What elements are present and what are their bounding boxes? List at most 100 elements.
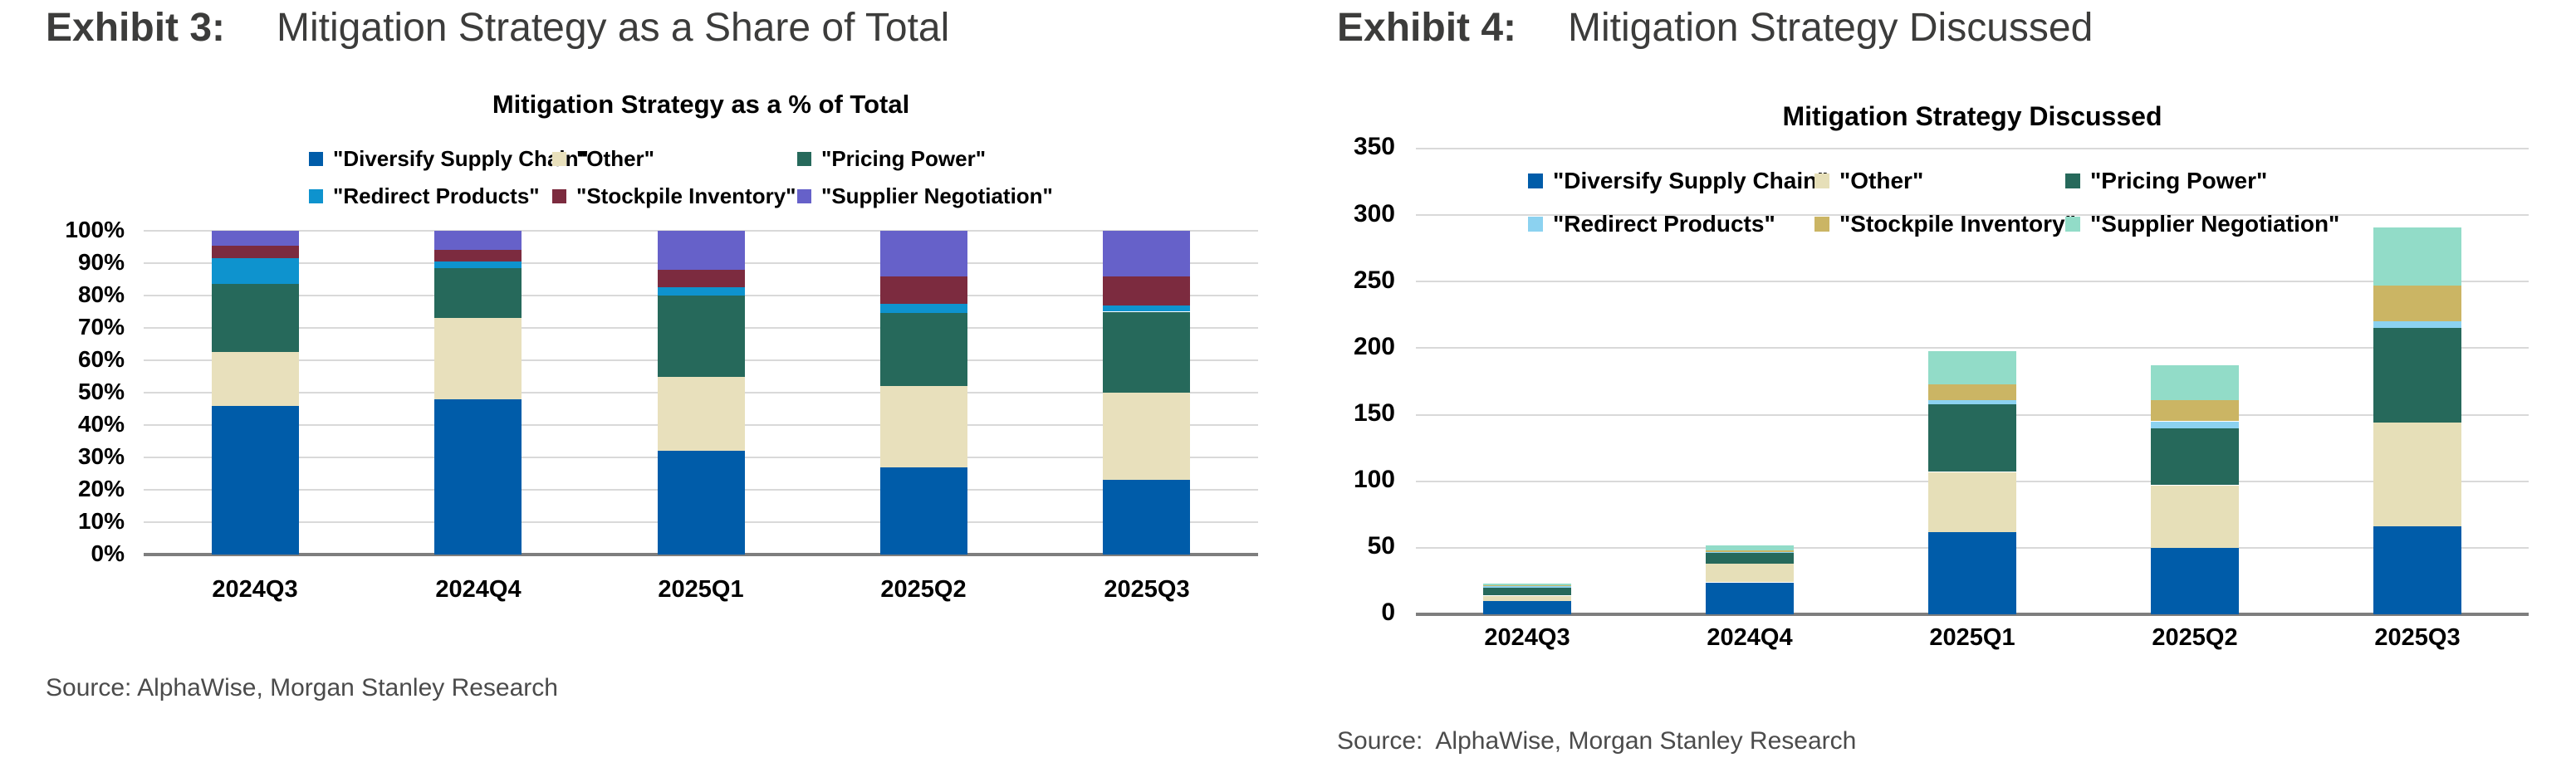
bar-segment [1103, 393, 1190, 481]
x-axis-category-label: 2025Q1 [1929, 624, 2015, 651]
legend-series-label: "Diversify Supply Chain" [1553, 168, 1829, 193]
y-axis-tick-label: 100 [1353, 466, 1395, 493]
exhibit-4-source: Source: AlphaWise, Morgan Stanley Resear… [1337, 727, 1857, 755]
bar-segment [1483, 584, 1571, 587]
y-axis-tick-label: 50 [1367, 532, 1395, 560]
bar-segment [1706, 564, 1794, 583]
bar-segment [2151, 365, 2239, 400]
legend-item: "Diversify Supply Chain" [1528, 168, 1829, 194]
bar-segment [880, 231, 967, 276]
y-axis-tick-label: 0 [1381, 599, 1395, 626]
y-axis-tick-label: 200 [1353, 333, 1395, 360]
bar-segment [658, 376, 745, 452]
legend-swatch [797, 189, 811, 203]
bar-segment [2151, 399, 2239, 422]
legend-item: "Other" [552, 146, 654, 172]
bar-segment [1103, 311, 1190, 393]
legend-series-label: "Supplier Negotiation" [821, 183, 1053, 208]
bar-segment [1483, 595, 1571, 601]
legend-swatch [309, 189, 323, 203]
bar-segment [880, 276, 967, 304]
legend-swatch [552, 152, 566, 166]
bar-segment [212, 231, 299, 246]
bar-segment [1103, 231, 1190, 276]
y-axis-tick-label: 20% [77, 476, 125, 501]
legend-swatch [1814, 217, 1829, 232]
bar-segment [1483, 584, 1571, 585]
legend-series-label: "Other" [1839, 168, 1924, 193]
x-axis-baseline [144, 553, 1258, 556]
legend-series-label: "Diversify Supply Chain" [333, 146, 589, 171]
bar-segment [212, 352, 299, 406]
exhibit-3-source: Source: AlphaWise, Morgan Stanley Resear… [46, 674, 558, 701]
bar-segment [880, 313, 967, 387]
x-axis-category-label: 2025Q2 [880, 576, 967, 603]
y-axis-tick-label: 300 [1353, 200, 1395, 227]
bar-segment [212, 245, 299, 259]
legend-item: "Stockpile Inventory" [552, 183, 796, 209]
legend-item: "Supplier Negotiation" [2065, 211, 2339, 237]
bar-segment [1706, 545, 1794, 551]
bar-segment [2373, 423, 2461, 527]
bar-segment [1706, 550, 1794, 552]
exhibit-3-heading-title: Mitigation Strategy as a Share of Total [277, 6, 950, 50]
bar-segment [1928, 399, 2016, 404]
bar-segment [1483, 586, 1571, 588]
gridline [1416, 214, 2529, 216]
legend-swatch [1528, 174, 1543, 188]
bar-segment [434, 261, 522, 268]
bar-segment [1928, 472, 2016, 532]
gridline [1416, 281, 2529, 282]
chart-1-title: Mitigation Strategy as a % of Total [492, 90, 910, 119]
legend-series-label: "Other" [576, 146, 654, 171]
legend-swatch [797, 152, 811, 166]
bar-segment [2151, 428, 2239, 486]
y-axis-tick-label: 250 [1353, 266, 1395, 294]
bar-segment [212, 284, 299, 353]
legend-item: "Pricing Power" [797, 146, 986, 172]
y-axis-tick-label: 150 [1353, 399, 1395, 427]
legend-series-label: "Pricing Power" [821, 146, 987, 171]
bar-segment [658, 451, 745, 555]
exhibit-4-heading-label: Exhibit 4: [1337, 6, 1517, 50]
bar-segment [1103, 276, 1190, 305]
bar-segment [658, 296, 745, 377]
y-axis-tick-label: 100% [65, 217, 125, 242]
y-axis-tick-label: 60% [77, 346, 125, 372]
bar-segment [2151, 421, 2239, 428]
bar-segment [2373, 526, 2461, 614]
legend-series-label: "Stockpile Inventory" [576, 183, 796, 208]
legend-swatch [2065, 217, 2080, 232]
bar-segment [434, 318, 522, 399]
bar-segment [212, 405, 299, 555]
legend-item: "Pricing Power" [2065, 168, 2267, 194]
bar-segment [2373, 328, 2461, 423]
gridline [1416, 347, 2529, 349]
legend-item: "Redirect Products" [309, 183, 540, 209]
bar-segment [434, 250, 522, 262]
bar-segment [2151, 547, 2239, 614]
legend-series-label: "Supplier Negotiation" [2090, 211, 2340, 237]
bar-segment [1928, 350, 2016, 384]
gridline [1416, 148, 2529, 149]
bar-segment [1483, 587, 1571, 596]
bar-segment [1928, 403, 2016, 472]
legend-item: "Redirect Products" [1528, 211, 1775, 237]
bar-segment [434, 231, 522, 251]
bar-segment [212, 258, 299, 285]
y-axis-tick-label: 80% [77, 281, 125, 307]
x-axis-category-label: 2025Q1 [658, 576, 744, 603]
x-axis-category-label: 2024Q4 [435, 576, 522, 603]
y-axis-tick-label: 0% [91, 540, 125, 566]
x-axis-category-label: 2025Q2 [2152, 624, 2238, 651]
legend-swatch [2065, 174, 2080, 188]
legend-swatch [1814, 174, 1829, 188]
legend-series-label: "Pricing Power" [2090, 168, 2268, 193]
legend-item: "Stockpile Inventory" [1814, 211, 2076, 237]
bar-segment [658, 287, 745, 296]
x-axis-category-label: 2025Q3 [2374, 624, 2461, 651]
y-axis-tick-label: 40% [77, 411, 125, 437]
legend-swatch [1528, 217, 1543, 232]
chart-2-title: Mitigation Strategy Discussed [1782, 101, 2162, 131]
